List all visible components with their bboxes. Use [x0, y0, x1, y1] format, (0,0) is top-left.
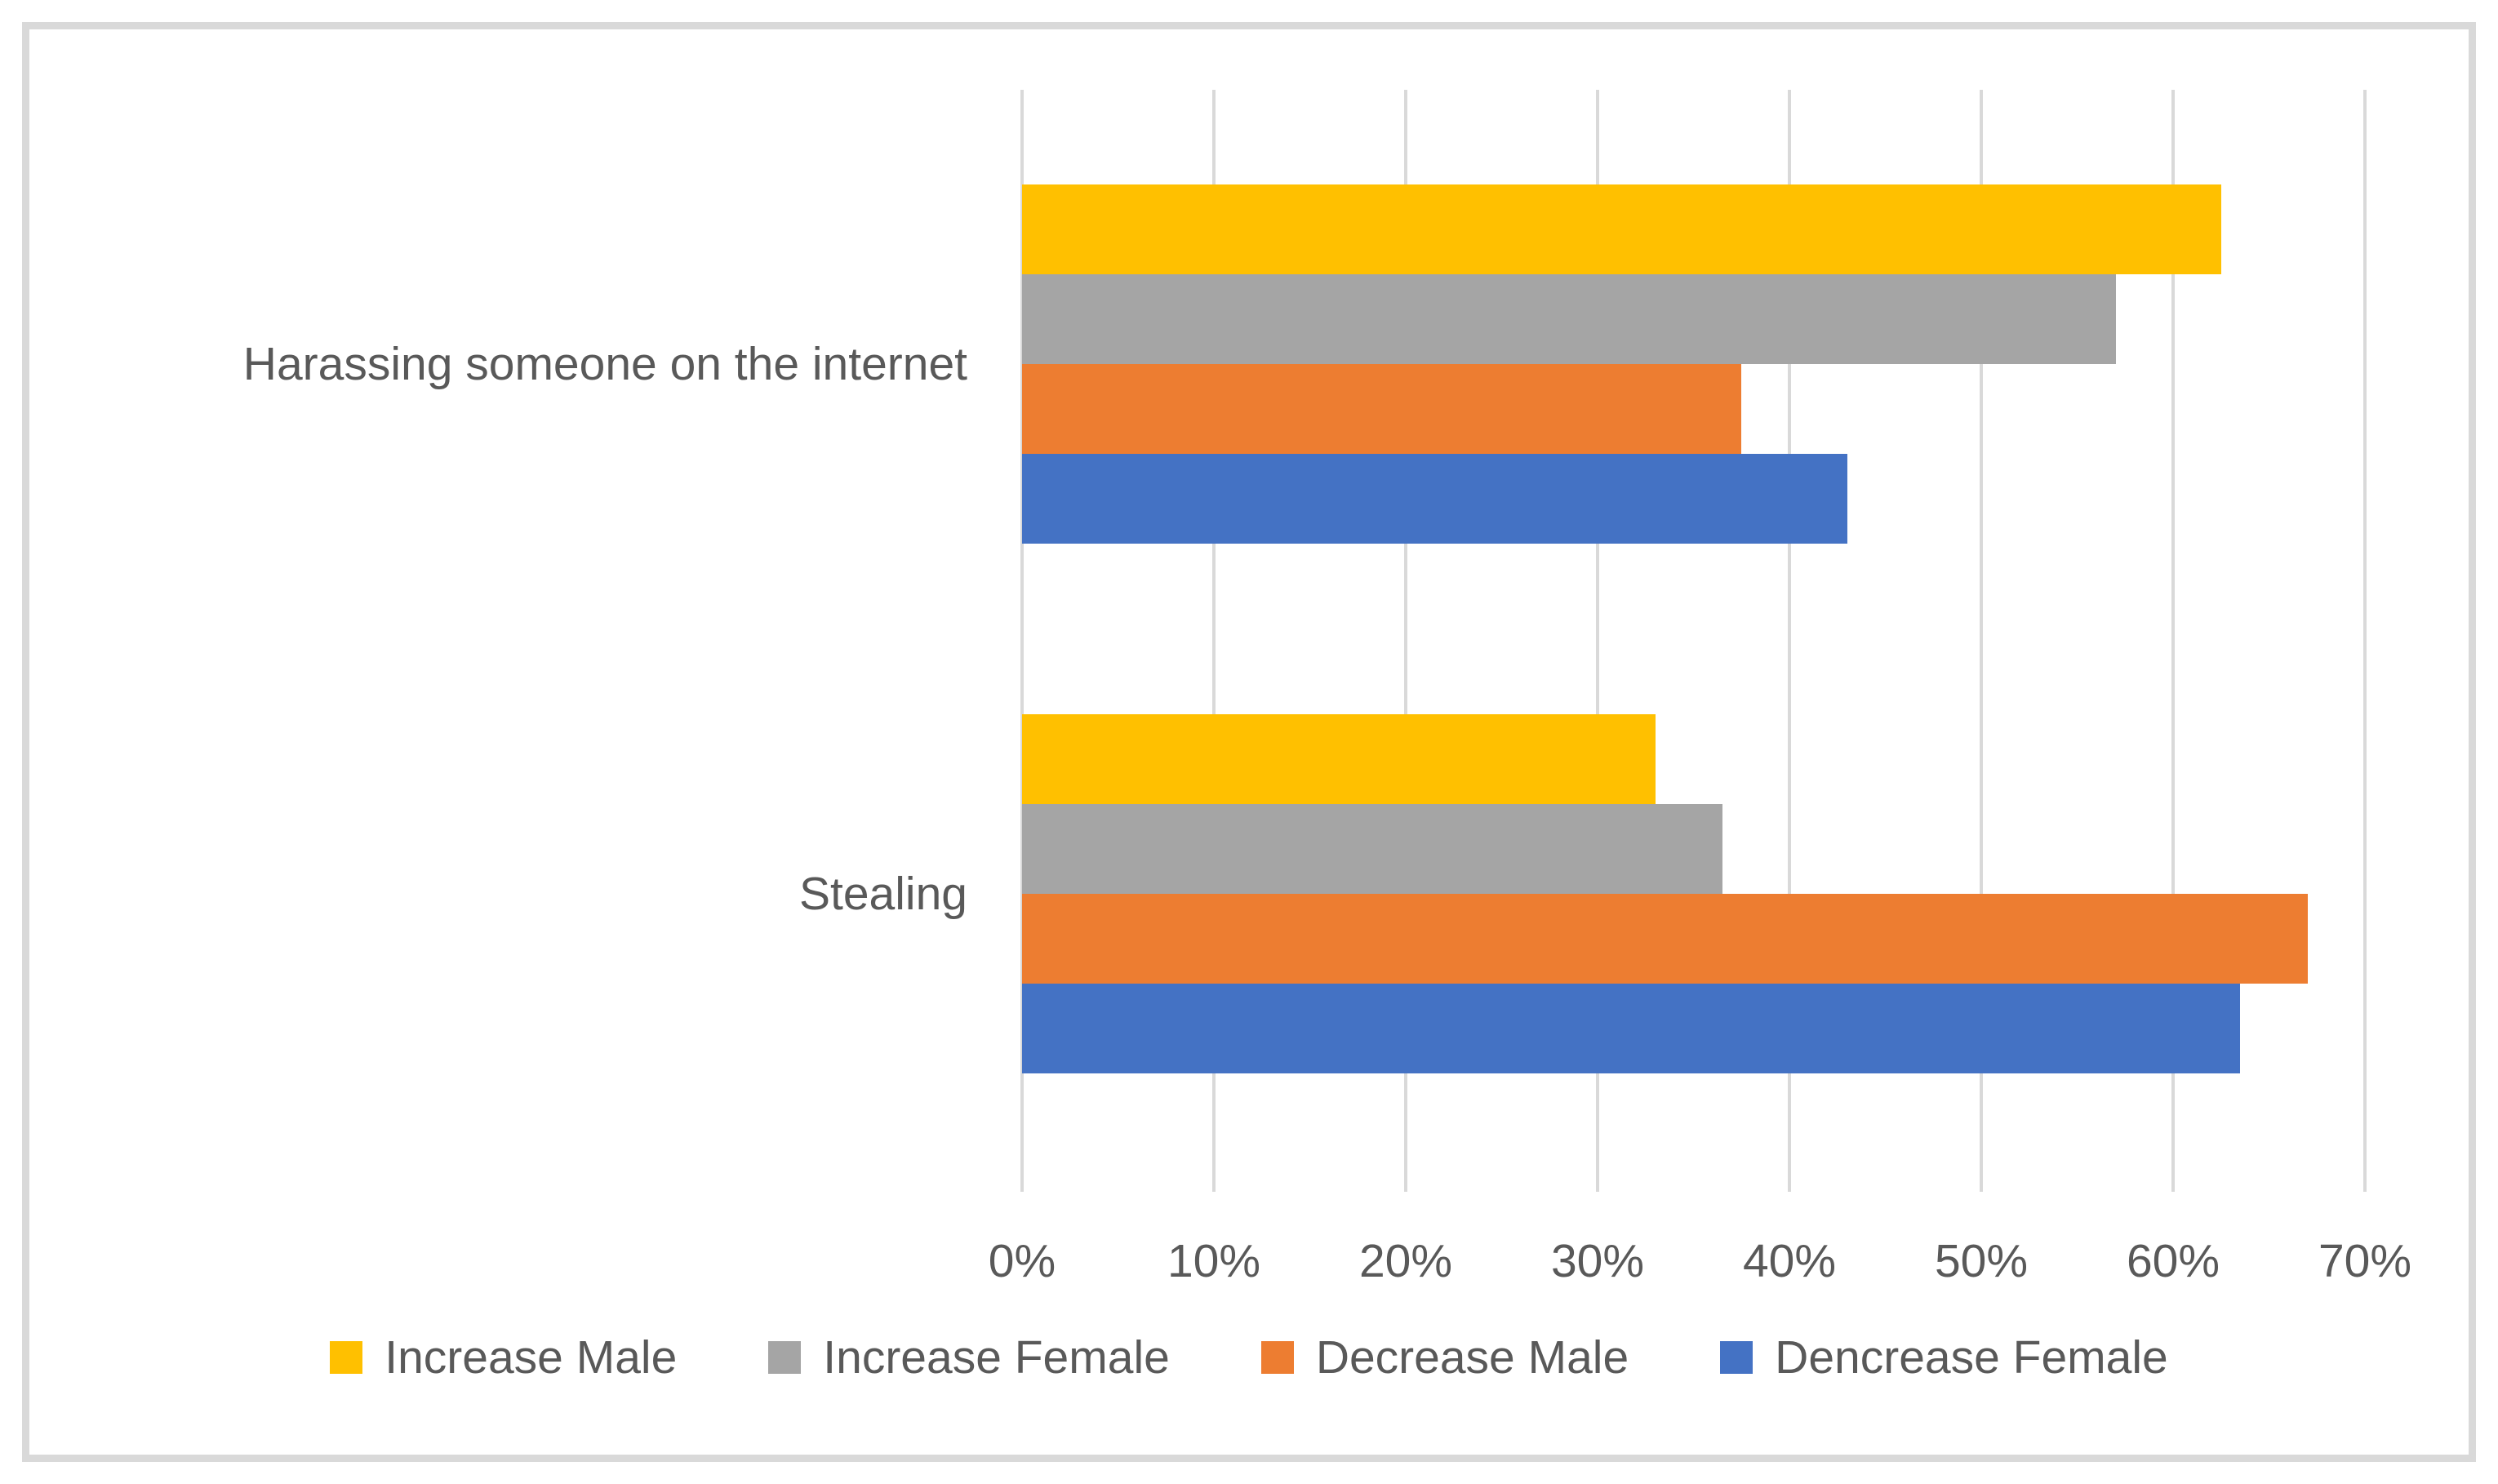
tick-label-30%: 30%: [1550, 1235, 1645, 1287]
legend-item-dencrease-female: Dencrease Female: [1720, 1331, 2168, 1384]
plot-area: [1020, 90, 2367, 1192]
category-label-0: Harassing someone on the internet: [242, 338, 967, 390]
category-label-1: Stealing: [799, 868, 967, 920]
bar-increase-male-cat1: [1022, 714, 1656, 804]
legend-label: Dencrease Female: [1775, 1331, 2168, 1384]
gridline-50%: [1980, 90, 1983, 1192]
legend-label: Decrease Male: [1315, 1331, 1629, 1384]
bar-decrease-male-cat0: [1022, 364, 1741, 454]
bar-dencrease-female-cat1: [1022, 984, 2240, 1073]
gridline-40%: [1788, 90, 1791, 1192]
legend-label: Increase Male: [384, 1331, 678, 1384]
gridline-60%: [2171, 90, 2175, 1192]
gridline-0%: [1020, 90, 1024, 1192]
bar-increase-male-cat0: [1022, 184, 2221, 274]
legend-item-increase-male: Increase Male: [330, 1331, 677, 1384]
tick-label-70%: 70%: [2318, 1235, 2412, 1287]
bar-increase-female-cat0: [1022, 274, 2116, 364]
gridline-70%: [2363, 90, 2367, 1192]
tick-label-40%: 40%: [1742, 1235, 1837, 1287]
tick-label-20%: 20%: [1358, 1235, 1453, 1287]
legend-swatch-icon: [768, 1341, 802, 1374]
legend-swatch-icon: [1720, 1341, 1753, 1374]
gridline-30%: [1596, 90, 1599, 1192]
tick-label-10%: 10%: [1167, 1235, 1261, 1287]
legend-item-decrease-male: Decrease Male: [1260, 1331, 1629, 1384]
bar-increase-female-cat1: [1022, 804, 1722, 894]
gridline-10%: [1212, 90, 1216, 1192]
tick-label-50%: 50%: [1934, 1235, 2029, 1287]
tick-label-60%: 60%: [2126, 1235, 2220, 1287]
legend: Increase Male Increase Female Decrease Mal…: [0, 1322, 2498, 1393]
tick-label-0%: 0%: [988, 1235, 1056, 1287]
legend-label: Increase Female: [823, 1331, 1170, 1384]
bar-decrease-male-cat1: [1022, 894, 2308, 984]
legend-swatch-icon: [1260, 1341, 1294, 1374]
bar-dencrease-female-cat0: [1022, 454, 1847, 544]
gridline-20%: [1404, 90, 1407, 1192]
legend-swatch-icon: [330, 1341, 363, 1374]
legend-item-increase-female: Increase Female: [768, 1331, 1170, 1384]
